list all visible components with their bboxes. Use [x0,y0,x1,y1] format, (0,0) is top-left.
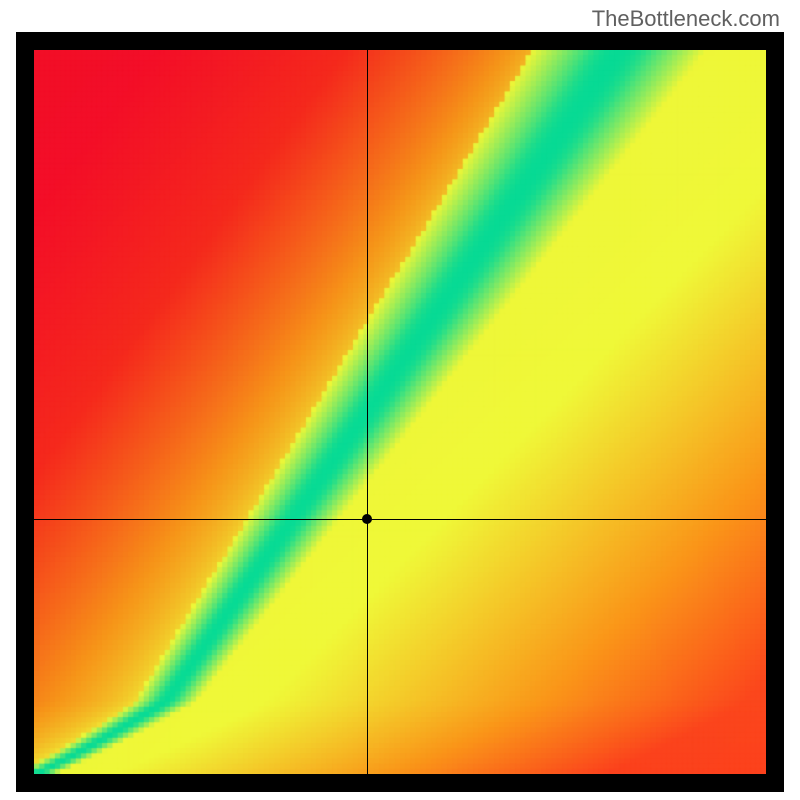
heatmap-canvas [34,50,766,774]
chart-container: TheBottleneck.com [0,0,800,800]
watermark-text: TheBottleneck.com [592,6,780,32]
crosshair-vertical [367,50,368,774]
crosshair-horizontal [34,519,766,520]
chart-plot-area [34,50,766,774]
